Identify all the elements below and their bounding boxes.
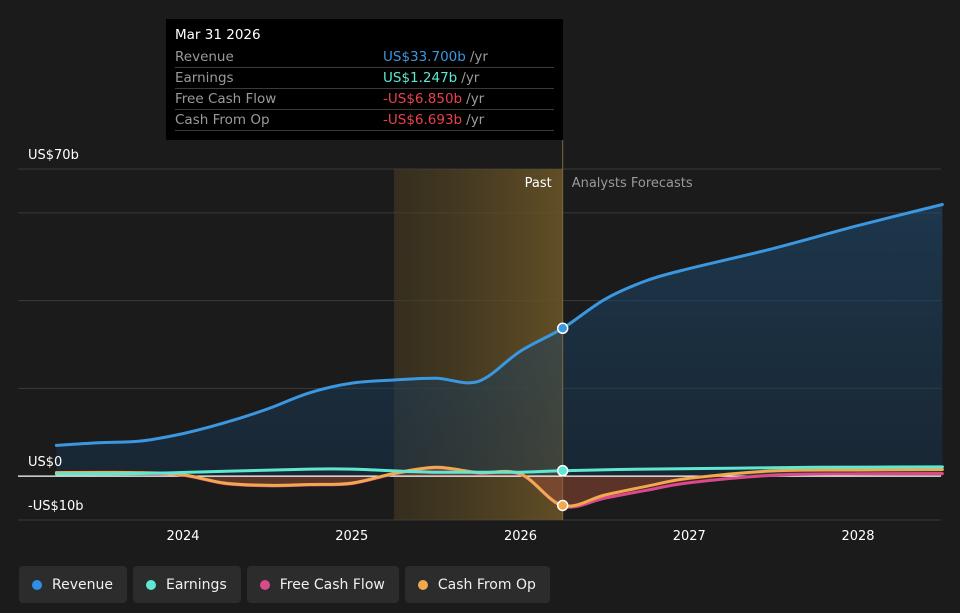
x-tick-label: 2026 bbox=[504, 529, 537, 544]
y-tick-label: -US$10b bbox=[28, 499, 84, 514]
revenue-area bbox=[56, 204, 943, 477]
tooltip-label: Earnings bbox=[175, 70, 234, 86]
legend-dot-icon bbox=[417, 579, 428, 590]
y-axis-labels: US$70b US$0 -US$10b bbox=[28, 148, 84, 514]
series-markers bbox=[556, 322, 569, 512]
revenue-line bbox=[54, 203, 944, 447]
revenue-marker bbox=[556, 322, 569, 335]
legend-label: Revenue bbox=[52, 576, 113, 593]
earnings-line bbox=[54, 465, 944, 476]
tooltip-unit: /yr bbox=[469, 49, 488, 65]
legend-dot-icon bbox=[32, 579, 42, 590]
tooltip-label: Revenue bbox=[175, 49, 234, 65]
legend-item-revenue[interactable]: Revenue bbox=[19, 566, 127, 603]
x-tick-label: 2028 bbox=[841, 529, 874, 544]
tooltip-row-earnings: Earnings US$1.247b /yr bbox=[175, 68, 554, 89]
legend-item-cash-from-op[interactable]: Cash From Op bbox=[404, 566, 550, 603]
x-tick-label: 2025 bbox=[335, 529, 368, 544]
legend: Revenue Earnings Free Cash Flow Cash Fro… bbox=[19, 566, 550, 603]
past-region-label: Past bbox=[525, 176, 552, 191]
tooltip-value: US$33.700b bbox=[383, 49, 466, 65]
tooltip: Mar 31 2026 Revenue US$33.700b /yr Earni… bbox=[166, 19, 563, 140]
y-tick-label: US$0 bbox=[28, 455, 62, 470]
legend-label: Earnings bbox=[165, 576, 227, 593]
legend-label: Free Cash Flow bbox=[279, 576, 385, 593]
tooltip-unit: /yr bbox=[461, 70, 480, 86]
tooltip-row-cash-from-op: Cash From Op -US$6.693b /yr bbox=[175, 110, 554, 131]
free-cash-flow-area bbox=[56, 467, 943, 508]
x-axis-labels: 2024 2025 2026 2027 2028 bbox=[166, 529, 874, 544]
legend-label: Cash From Op bbox=[437, 576, 536, 593]
legend-dot-icon bbox=[145, 579, 156, 590]
tooltip-label: Free Cash Flow bbox=[175, 91, 277, 107]
series-lines bbox=[54, 203, 944, 509]
tooltip-date: Mar 31 2026 bbox=[175, 27, 261, 43]
tooltip-unit: /yr bbox=[466, 91, 485, 107]
tooltip-value: US$1.247b bbox=[383, 70, 458, 86]
tooltip-row-free-cash-flow: Free Cash Flow -US$6.850b /yr bbox=[175, 89, 554, 110]
tooltip-value: -US$6.693b bbox=[383, 112, 463, 128]
forecast-region-label: Analysts Forecasts bbox=[572, 176, 693, 191]
x-tick-label: 2024 bbox=[166, 529, 199, 544]
legend-item-earnings[interactable]: Earnings bbox=[132, 566, 241, 603]
y-tick-label: US$70b bbox=[28, 148, 79, 163]
tooltip-value: -US$6.850b bbox=[383, 91, 463, 107]
series-areas bbox=[56, 204, 943, 508]
tooltip-row-revenue: Revenue US$33.700b /yr bbox=[175, 47, 554, 68]
tooltip-label: Cash From Op bbox=[175, 112, 270, 128]
cash-from-op-marker bbox=[556, 499, 569, 512]
legend-item-free-cash-flow[interactable]: Free Cash Flow bbox=[246, 566, 399, 603]
cash-from-op-area bbox=[56, 467, 943, 507]
x-tick-label: 2027 bbox=[673, 529, 706, 544]
tooltip-unit: /yr bbox=[466, 112, 485, 128]
legend-dot-icon bbox=[259, 579, 270, 590]
earnings-marker bbox=[556, 464, 569, 477]
